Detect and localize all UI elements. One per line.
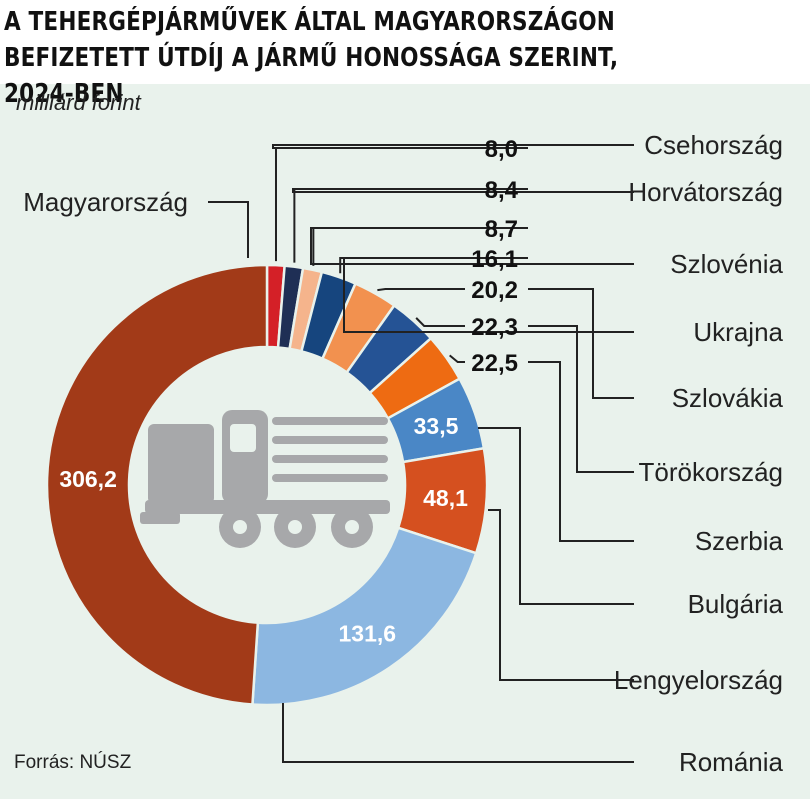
value-label-magyarorszag: 306,2 (59, 466, 117, 492)
leader-line-ukrajna (339, 257, 465, 274)
source-note: Forrás: NÚSZ (14, 752, 132, 773)
truck-icon (140, 410, 390, 548)
country-label-szerbia: Szerbia (695, 526, 784, 556)
country-label-szlovakia: Szlovákia (672, 383, 784, 413)
truck-cargo-bar (272, 417, 388, 425)
country-label-szlovenia: Szlovénia (670, 249, 783, 279)
leader-line-szlovenia (312, 227, 465, 266)
value-label-romania: 131,6 (338, 620, 396, 646)
country-connector-ukrajna (343, 257, 634, 333)
leader-line-horvatorszag (293, 188, 465, 263)
leader-line-bulgaria (478, 427, 634, 605)
country-connector-szlovenia (310, 227, 634, 265)
leader-line-szerbia (449, 354, 465, 363)
donut-slices (45, 263, 489, 707)
country-label-torokorszag: Törökország (639, 457, 784, 487)
country-connector-csehorszag (272, 144, 634, 149)
country-connector-szerbia (528, 361, 634, 542)
country-connector-horvatorszag (292, 188, 634, 193)
country-label-bulgaria: Bulgária (688, 589, 784, 619)
truck-hub (345, 520, 359, 534)
country-label-csehorszag: Csehország (644, 130, 783, 160)
country-label-romania: Románia (679, 747, 784, 777)
value-label-torokorszag: 22,3 (471, 314, 518, 341)
slice-romania (251, 526, 478, 707)
value-label-ukrajna: 16,1 (471, 246, 518, 273)
truck-bumper (140, 512, 180, 524)
leader-lines (208, 144, 634, 763)
country-label-magyarorszag: Magyarország (23, 187, 188, 217)
value-label-bulgaria: 33,5 (414, 413, 459, 439)
truck-cab-back (148, 424, 214, 504)
truck-cargo-bar (272, 474, 388, 482)
chart-title: A TEHERGÉPJÁRMŰVEK ÁLTAL MAGYARORSZÁGON B… (4, 4, 668, 112)
value-label-szerbia: 22,5 (471, 350, 518, 377)
slice-magyarorszag (45, 263, 269, 706)
country-label-ukrajna: Ukrajna (693, 317, 783, 347)
truck-cargo-bar (272, 455, 388, 463)
value-label-horvatorszag: 8,4 (485, 177, 519, 204)
value-label-lengyelorszag: 48,1 (423, 485, 468, 511)
chart-title-line-2: BEFIZETETT ÚTDÍJ A JÁRMŰ HONOSSÁGA SZERI… (4, 43, 619, 109)
truck-chassis (145, 500, 390, 514)
chart-title-line-1: A TEHERGÉPJÁRMŰVEK ÁLTAL MAGYARORSZÁGON (4, 7, 616, 37)
country-label-horvatorszag: Horvátország (628, 177, 783, 207)
leader-line-csehorszag (274, 147, 465, 262)
value-label-szlovenia: 8,7 (485, 216, 518, 243)
country-label-lengyelorszag: Lengyelország (614, 665, 783, 695)
leader-line-magyarorszag (208, 201, 249, 258)
title-bar (0, 0, 810, 84)
country-connector-torokorszag (528, 325, 634, 473)
truck-cargo-bar (272, 436, 388, 444)
leader-line-torokorszag (415, 317, 465, 327)
value-label-szlovakia: 20,2 (471, 277, 518, 304)
leader-line-romania (282, 703, 634, 763)
labels: 8,0 Csehország 8,4 Horvátország 8,7 Szlovénia… (23, 130, 783, 777)
value-label-csehorszag: 8,0 (485, 136, 518, 163)
leader-line-lengyelorszag (488, 509, 634, 681)
unit-label: milliárd forint (16, 90, 141, 115)
country-connector-szlovakia (528, 288, 634, 399)
truck-hub (233, 520, 247, 534)
truck-cab-window (230, 424, 256, 452)
truck-hub (288, 520, 302, 534)
leader-line-szlovakia (377, 288, 465, 292)
